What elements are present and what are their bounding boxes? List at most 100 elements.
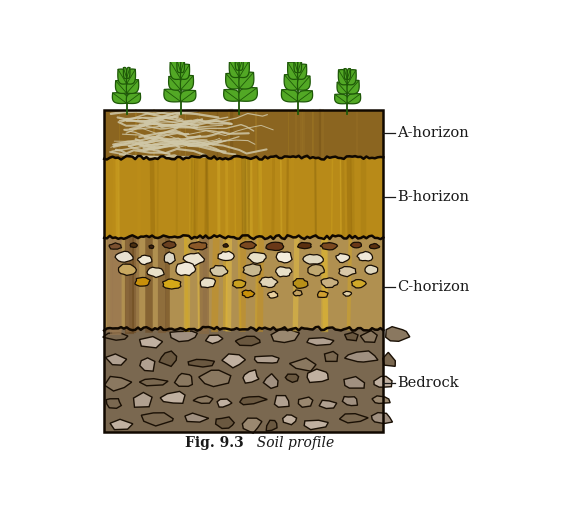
Polygon shape bbox=[345, 351, 378, 362]
Polygon shape bbox=[174, 373, 192, 386]
Polygon shape bbox=[149, 245, 154, 249]
Polygon shape bbox=[339, 414, 368, 423]
Text: A-horizon: A-horizon bbox=[397, 126, 468, 140]
Polygon shape bbox=[240, 241, 257, 249]
Polygon shape bbox=[347, 70, 356, 85]
Polygon shape bbox=[320, 242, 338, 250]
Polygon shape bbox=[130, 243, 137, 248]
Polygon shape bbox=[218, 251, 234, 261]
Bar bbox=[104, 110, 383, 158]
Polygon shape bbox=[164, 89, 181, 102]
Polygon shape bbox=[159, 351, 177, 367]
Polygon shape bbox=[115, 251, 133, 262]
Polygon shape bbox=[294, 60, 298, 72]
Polygon shape bbox=[199, 370, 231, 387]
Polygon shape bbox=[304, 420, 328, 430]
Polygon shape bbox=[162, 241, 176, 249]
Polygon shape bbox=[347, 80, 359, 94]
Polygon shape bbox=[127, 80, 139, 94]
Polygon shape bbox=[321, 278, 338, 287]
Polygon shape bbox=[386, 327, 410, 341]
Polygon shape bbox=[318, 291, 328, 297]
Polygon shape bbox=[240, 397, 267, 405]
Polygon shape bbox=[135, 278, 150, 286]
Polygon shape bbox=[344, 376, 364, 388]
Polygon shape bbox=[170, 331, 198, 342]
Polygon shape bbox=[303, 254, 324, 264]
Polygon shape bbox=[297, 90, 313, 102]
Polygon shape bbox=[342, 397, 357, 406]
Polygon shape bbox=[285, 374, 299, 383]
Polygon shape bbox=[189, 242, 207, 250]
Polygon shape bbox=[123, 67, 127, 79]
Polygon shape bbox=[243, 264, 261, 276]
Polygon shape bbox=[242, 290, 255, 298]
Polygon shape bbox=[371, 413, 393, 423]
Bar bbox=[104, 237, 383, 329]
Bar bbox=[104, 110, 383, 432]
Polygon shape bbox=[275, 267, 292, 277]
Polygon shape bbox=[216, 417, 234, 429]
Polygon shape bbox=[307, 369, 328, 383]
Polygon shape bbox=[267, 292, 278, 298]
Polygon shape bbox=[103, 332, 128, 340]
Polygon shape bbox=[217, 399, 232, 407]
Polygon shape bbox=[243, 370, 259, 383]
Polygon shape bbox=[239, 60, 249, 78]
Polygon shape bbox=[339, 267, 356, 277]
Polygon shape bbox=[134, 392, 152, 407]
Polygon shape bbox=[177, 60, 181, 72]
Polygon shape bbox=[360, 330, 377, 342]
Polygon shape bbox=[112, 93, 127, 103]
Polygon shape bbox=[137, 255, 152, 265]
Polygon shape bbox=[180, 90, 196, 102]
Polygon shape bbox=[141, 413, 173, 426]
Polygon shape bbox=[372, 396, 390, 403]
Polygon shape bbox=[336, 253, 350, 263]
Polygon shape bbox=[139, 337, 163, 348]
Polygon shape bbox=[206, 335, 223, 344]
Polygon shape bbox=[106, 354, 127, 365]
Polygon shape bbox=[259, 277, 278, 287]
Polygon shape bbox=[297, 242, 311, 249]
Polygon shape bbox=[200, 278, 216, 287]
Polygon shape bbox=[347, 69, 350, 80]
Polygon shape bbox=[307, 338, 334, 345]
Polygon shape bbox=[297, 64, 307, 79]
Polygon shape bbox=[242, 418, 262, 433]
Polygon shape bbox=[229, 60, 239, 78]
Polygon shape bbox=[288, 62, 298, 80]
Polygon shape bbox=[345, 332, 358, 341]
Polygon shape bbox=[293, 290, 302, 296]
Text: Fig. 9.3: Fig. 9.3 bbox=[185, 436, 244, 450]
Polygon shape bbox=[319, 400, 337, 408]
Polygon shape bbox=[352, 280, 366, 288]
Polygon shape bbox=[297, 76, 310, 90]
Polygon shape bbox=[181, 60, 185, 72]
Polygon shape bbox=[289, 358, 316, 371]
Polygon shape bbox=[239, 57, 243, 70]
Polygon shape bbox=[127, 69, 135, 84]
Polygon shape bbox=[224, 89, 239, 101]
Text: Soil profile: Soil profile bbox=[248, 436, 335, 450]
Polygon shape bbox=[110, 419, 133, 430]
Polygon shape bbox=[383, 352, 395, 367]
Polygon shape bbox=[235, 336, 260, 346]
Polygon shape bbox=[298, 397, 313, 407]
Polygon shape bbox=[293, 279, 308, 288]
Bar bbox=[104, 158, 383, 237]
Polygon shape bbox=[106, 399, 121, 408]
Polygon shape bbox=[119, 264, 137, 276]
Polygon shape bbox=[297, 60, 302, 72]
Polygon shape bbox=[308, 265, 324, 276]
Polygon shape bbox=[350, 242, 361, 248]
Polygon shape bbox=[235, 57, 239, 70]
Polygon shape bbox=[105, 376, 132, 391]
Polygon shape bbox=[181, 64, 189, 79]
Polygon shape bbox=[168, 76, 181, 90]
Polygon shape bbox=[281, 89, 298, 102]
Bar bbox=[104, 329, 383, 432]
Polygon shape bbox=[338, 70, 347, 85]
Polygon shape bbox=[335, 94, 347, 104]
Polygon shape bbox=[118, 69, 127, 84]
